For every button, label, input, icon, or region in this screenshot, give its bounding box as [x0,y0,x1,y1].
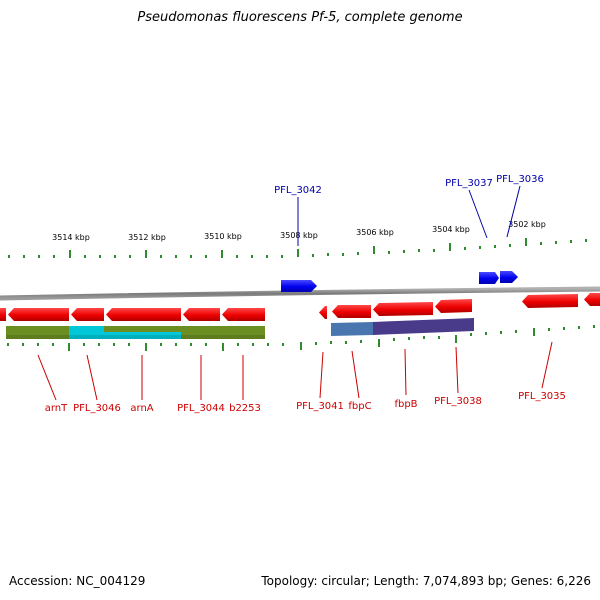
scale-label: 3512 kbp [128,233,166,242]
scale-label: 3514 kbp [52,233,90,242]
gene-label[interactable]: PFL_3036 [496,174,544,185]
gene-label[interactable]: b2253 [229,403,261,414]
genome-backbone [0,286,600,301]
domain-bar[interactable] [331,322,373,336]
gene-label[interactable]: arnT [45,403,68,414]
topology-info: Topology: circular; Length: 7,074,893 bp… [261,574,591,588]
gene-label[interactable]: PFL_3046 [73,403,121,414]
scale-label: 3504 kbp [432,225,470,234]
domain-bar[interactable] [373,318,474,335]
gene-label[interactable]: PFL_3044 [177,403,225,414]
scale-label: 3510 kbp [204,232,242,241]
gene-arrow-fbpc[interactable] [332,305,371,318]
gene-arrow-pfl-3044[interactable] [183,308,220,321]
gene-label[interactable]: PFL_3041 [296,401,344,412]
scale-label: 3502 kbp [508,220,546,229]
gene-label[interactable]: arnA [130,403,153,414]
scale-label: 3508 kbp [280,231,318,240]
gene-arrow-fbpb[interactable] [373,302,433,316]
domain-bar[interactable] [104,326,181,332]
gene-arrow-b2253[interactable] [222,308,265,321]
scale-label: 3506 kbp [356,228,394,237]
gene-arrow-pfl-3035[interactable] [522,294,578,308]
gene-arrow-pfl-3041[interactable] [319,306,327,319]
domain-bar[interactable] [6,326,69,339]
gene-arrow-arnt[interactable] [8,308,69,321]
reverse-genes [0,293,600,321]
gene-label[interactable]: PFL_3037 [445,178,493,189]
accession-info: Accession: NC_004129 [9,574,146,588]
top-scale-ticks [8,238,587,258]
genome-title: Pseudomonas fluorescens Pf-5, complete g… [137,10,463,25]
bottom-scale-ticks [7,325,595,351]
forward-genes [281,271,518,292]
gene-arrow[interactable] [584,293,600,306]
gene-arrow-pfl-3036[interactable] [500,271,518,283]
top-leader-lines [297,185,521,246]
gene-arrow-pfl-3037[interactable] [479,272,499,284]
bottom-leader-lines [37,341,553,401]
gene-arrow-pfl-3046[interactable] [71,308,104,321]
gene-label[interactable]: fbpB [394,399,417,410]
gene-label[interactable]: PFL_3038 [434,396,482,407]
gene-label[interactable]: PFL_3035 [518,391,566,402]
domain-bar[interactable] [104,332,181,339]
gene-arrow-pfl-3038[interactable] [435,299,472,313]
gene-label[interactable]: fbpC [348,401,371,412]
domain-bar[interactable] [181,326,265,339]
gene-arrow-pfl-3042[interactable] [281,280,317,292]
domain-bar[interactable] [69,326,104,339]
gene-arrow-arna[interactable] [106,308,181,321]
gene-arrow[interactable] [0,308,6,321]
feature-domain-bars [6,318,474,339]
gene-label[interactable]: PFL_3042 [274,185,322,196]
